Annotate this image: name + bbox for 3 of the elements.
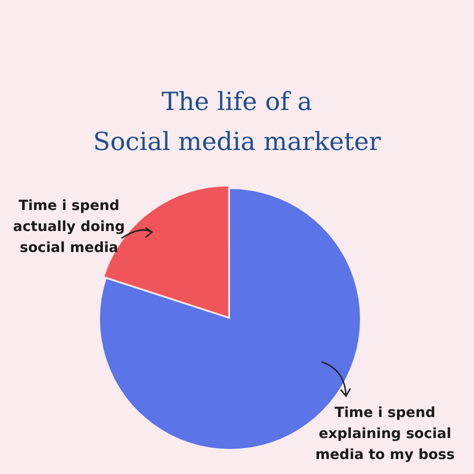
slice-label: Time i spend explaining social media to my boss (314, 404, 456, 465)
slice-label: Time i spend actually doing social media (12, 197, 126, 258)
chart-title: The life of a Social media marketer (92, 86, 382, 158)
